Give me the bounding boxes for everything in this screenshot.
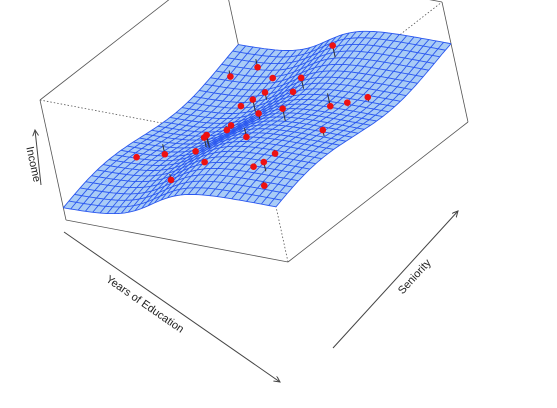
data-point <box>133 153 140 161</box>
data-point <box>255 110 262 117</box>
data-point <box>329 42 336 49</box>
mesh-line-seniority <box>275 43 452 208</box>
x-axis-label: Years of Education <box>103 273 185 335</box>
data-point <box>192 147 199 155</box>
data-point <box>167 176 175 184</box>
data-point <box>271 150 279 157</box>
box-edge <box>429 0 443 3</box>
mesh-line-seniority <box>268 42 444 206</box>
data-point <box>279 105 286 112</box>
data-point <box>202 132 210 139</box>
mesh-line-education <box>210 63 424 85</box>
data-point <box>201 158 208 166</box>
y-axis: Seniority <box>332 211 458 349</box>
box-edge <box>441 1 469 123</box>
data-point <box>223 126 231 134</box>
data-point <box>326 102 334 110</box>
mesh-line-seniority <box>253 39 430 203</box>
y-axis-label: Seniority <box>396 257 434 297</box>
data-point <box>237 102 245 110</box>
data-point <box>243 133 250 141</box>
data-point <box>319 126 327 134</box>
data-point <box>344 99 351 106</box>
data-point <box>261 89 269 96</box>
bounding-box-front <box>65 121 469 263</box>
box-edge <box>287 121 469 263</box>
data-point <box>249 96 257 103</box>
surface-mesh <box>62 30 452 215</box>
y-axis-arrow <box>332 211 458 349</box>
data-points <box>133 42 372 189</box>
data-point <box>250 163 257 170</box>
data-point <box>260 182 268 189</box>
mesh-line-education <box>232 37 446 58</box>
data-point <box>254 63 261 71</box>
box-edge <box>39 0 170 101</box>
data-point <box>297 74 305 82</box>
mesh-line-education <box>238 30 452 51</box>
z-axis-label: Income <box>23 145 42 183</box>
data-point <box>260 158 268 166</box>
z-axis-arrow <box>35 130 42 186</box>
z-axis: Income <box>23 130 43 186</box>
data-point <box>269 74 277 82</box>
x-axis-arrow <box>63 231 280 382</box>
box-edge-dotted <box>39 99 263 143</box>
box-edge <box>65 219 289 263</box>
data-point <box>364 93 372 101</box>
data-point <box>227 73 234 80</box>
mesh-line-education <box>215 57 429 78</box>
box-edge <box>39 99 67 221</box>
box-edge-dotted <box>261 1 443 143</box>
data-point <box>289 88 297 96</box>
data-point <box>161 150 169 158</box>
mesh-line-seniority <box>260 40 437 205</box>
data-point <box>227 122 235 129</box>
mesh-line-seniority <box>246 38 422 202</box>
